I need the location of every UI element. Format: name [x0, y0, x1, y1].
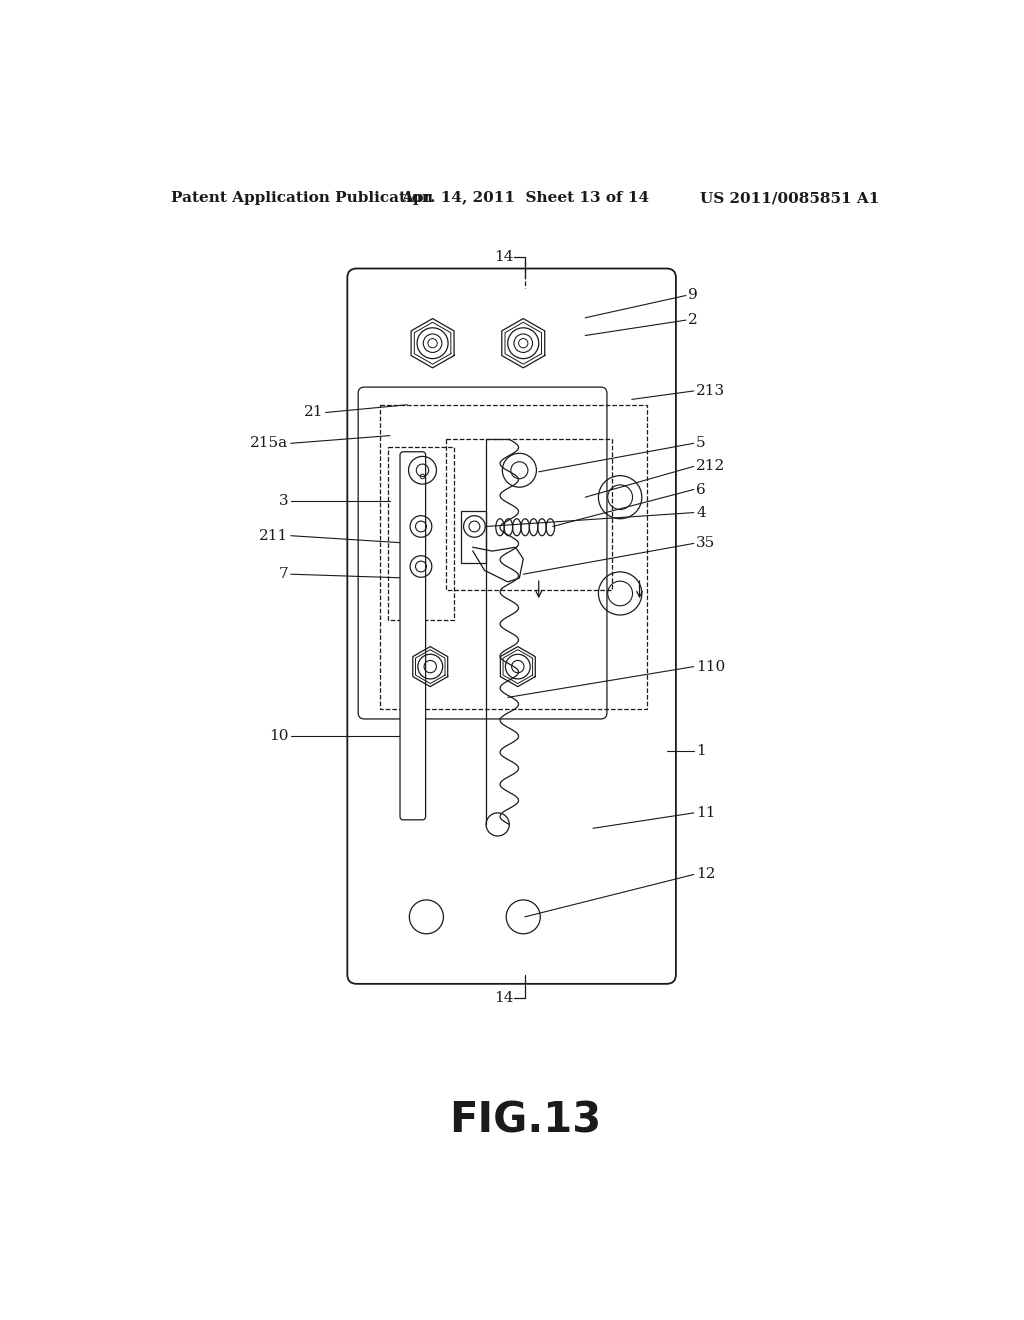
Text: 10: 10 — [269, 729, 289, 743]
Text: 7: 7 — [279, 568, 289, 581]
FancyBboxPatch shape — [358, 387, 607, 719]
Text: 21: 21 — [304, 405, 324, 420]
Text: 211: 211 — [259, 529, 289, 543]
Text: Patent Application Publication: Patent Application Publication — [171, 191, 432, 206]
Bar — [380, 405, 647, 709]
FancyBboxPatch shape — [400, 451, 426, 820]
Text: 14: 14 — [494, 991, 513, 1005]
Text: 212: 212 — [696, 459, 725, 474]
Bar — [461, 511, 486, 564]
Text: 215a: 215a — [250, 437, 289, 450]
Text: 4: 4 — [696, 506, 706, 520]
Text: 35: 35 — [696, 536, 716, 550]
Text: 11: 11 — [696, 807, 716, 820]
Text: 9: 9 — [688, 289, 698, 302]
Circle shape — [514, 334, 532, 352]
Text: FIG.13: FIG.13 — [449, 1100, 601, 1142]
Text: 110: 110 — [696, 660, 725, 673]
Text: 213: 213 — [696, 384, 725, 397]
Text: US 2011/0085851 A1: US 2011/0085851 A1 — [700, 191, 880, 206]
Text: Apr. 14, 2011  Sheet 13 of 14: Apr. 14, 2011 Sheet 13 of 14 — [400, 191, 649, 206]
Text: 5: 5 — [696, 437, 706, 450]
Text: 1: 1 — [696, 744, 706, 758]
Text: 14: 14 — [494, 249, 513, 264]
Bar — [445, 440, 612, 590]
Text: 3: 3 — [279, 494, 289, 508]
Text: 6: 6 — [696, 483, 706, 496]
Text: 2: 2 — [688, 313, 698, 327]
Bar — [388, 447, 454, 620]
Circle shape — [423, 334, 442, 352]
FancyBboxPatch shape — [347, 268, 676, 983]
Text: 12: 12 — [696, 867, 716, 882]
